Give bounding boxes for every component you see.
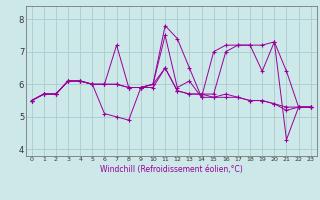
X-axis label: Windchill (Refroidissement éolien,°C): Windchill (Refroidissement éolien,°C) [100, 165, 243, 174]
